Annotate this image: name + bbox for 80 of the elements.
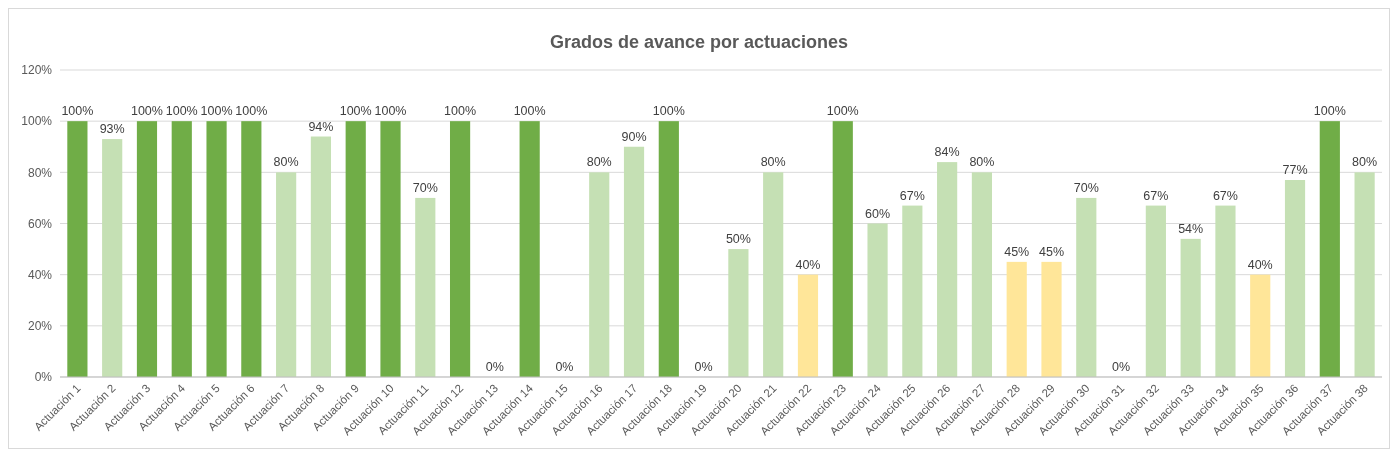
data-label: 67% [1143, 188, 1169, 203]
bar [67, 121, 88, 377]
bar [415, 197, 436, 377]
bar [449, 121, 471, 377]
data-label: 100% [444, 104, 477, 119]
bar [1076, 197, 1097, 377]
bar [1250, 274, 1271, 377]
bar [658, 121, 679, 377]
data-label: 100% [339, 104, 372, 119]
data-label: 80% [273, 155, 299, 170]
y-tick-label: 0% [34, 370, 53, 385]
data-label: 80% [760, 155, 786, 170]
bar [1041, 261, 1062, 377]
data-label: 100% [826, 104, 859, 119]
bar [276, 172, 297, 377]
bar [1006, 261, 1027, 377]
data-label: 0% [694, 360, 713, 374]
bar [171, 121, 192, 377]
data-label: 45% [1004, 244, 1030, 259]
y-tick-label: 80% [27, 165, 53, 180]
data-label: 67% [1212, 188, 1238, 203]
bar [102, 139, 123, 377]
data-label: 100% [1313, 104, 1346, 119]
bar [1145, 205, 1166, 377]
data-label: 70% [412, 180, 438, 195]
bar [345, 121, 366, 377]
data-label: 84% [934, 145, 960, 160]
bar [589, 172, 610, 377]
data-label: 0% [485, 360, 504, 374]
data-label: 0% [555, 360, 574, 374]
data-label: 100% [200, 104, 233, 119]
data-label: 60% [865, 206, 891, 221]
data-label: 90% [621, 129, 647, 144]
data-label: 80% [1352, 155, 1378, 170]
data-label: 100% [235, 104, 268, 119]
data-label: 0% [1112, 360, 1131, 374]
data-label: 54% [1178, 221, 1204, 236]
bar [241, 121, 262, 377]
data-label: 77% [1282, 163, 1308, 178]
chart-title: Grados de avance por actuaciones [549, 32, 849, 52]
bar [623, 146, 645, 377]
data-label: 94% [308, 119, 334, 134]
y-tick-label: 60% [27, 216, 53, 231]
bar [136, 121, 158, 377]
data-label: 93% [99, 122, 125, 137]
data-label: 100% [130, 104, 163, 119]
data-label: 67% [899, 188, 925, 203]
bar [519, 121, 540, 377]
data-label: 100% [513, 104, 546, 119]
bar [971, 172, 993, 377]
bar [1319, 121, 1340, 377]
data-label: 50% [725, 232, 751, 247]
y-tick-label: 20% [27, 319, 53, 334]
data-label: 80% [586, 155, 612, 170]
bar [763, 172, 784, 377]
bar [902, 205, 923, 377]
data-label: 40% [795, 257, 821, 272]
bar [797, 274, 819, 377]
bar [1284, 180, 1306, 377]
bar [380, 121, 401, 377]
bar [1215, 205, 1236, 377]
bar [1180, 238, 1201, 377]
data-label: 100% [165, 104, 198, 119]
bar [832, 121, 853, 377]
bar [867, 223, 888, 377]
data-label: 100% [61, 104, 94, 119]
bar [937, 162, 958, 377]
bar [206, 121, 227, 377]
y-tick-label: 40% [27, 267, 53, 282]
data-label: 80% [969, 155, 995, 170]
bar [310, 136, 332, 377]
data-label: 100% [652, 104, 685, 119]
data-label: 40% [1247, 257, 1273, 272]
bar [1354, 172, 1375, 377]
data-label: 100% [374, 104, 407, 119]
bar [728, 249, 749, 377]
y-tick-label: 100% [21, 114, 53, 129]
data-label: 70% [1073, 180, 1099, 195]
data-label: 45% [1038, 244, 1065, 259]
y-tick-label: 120% [21, 63, 53, 78]
